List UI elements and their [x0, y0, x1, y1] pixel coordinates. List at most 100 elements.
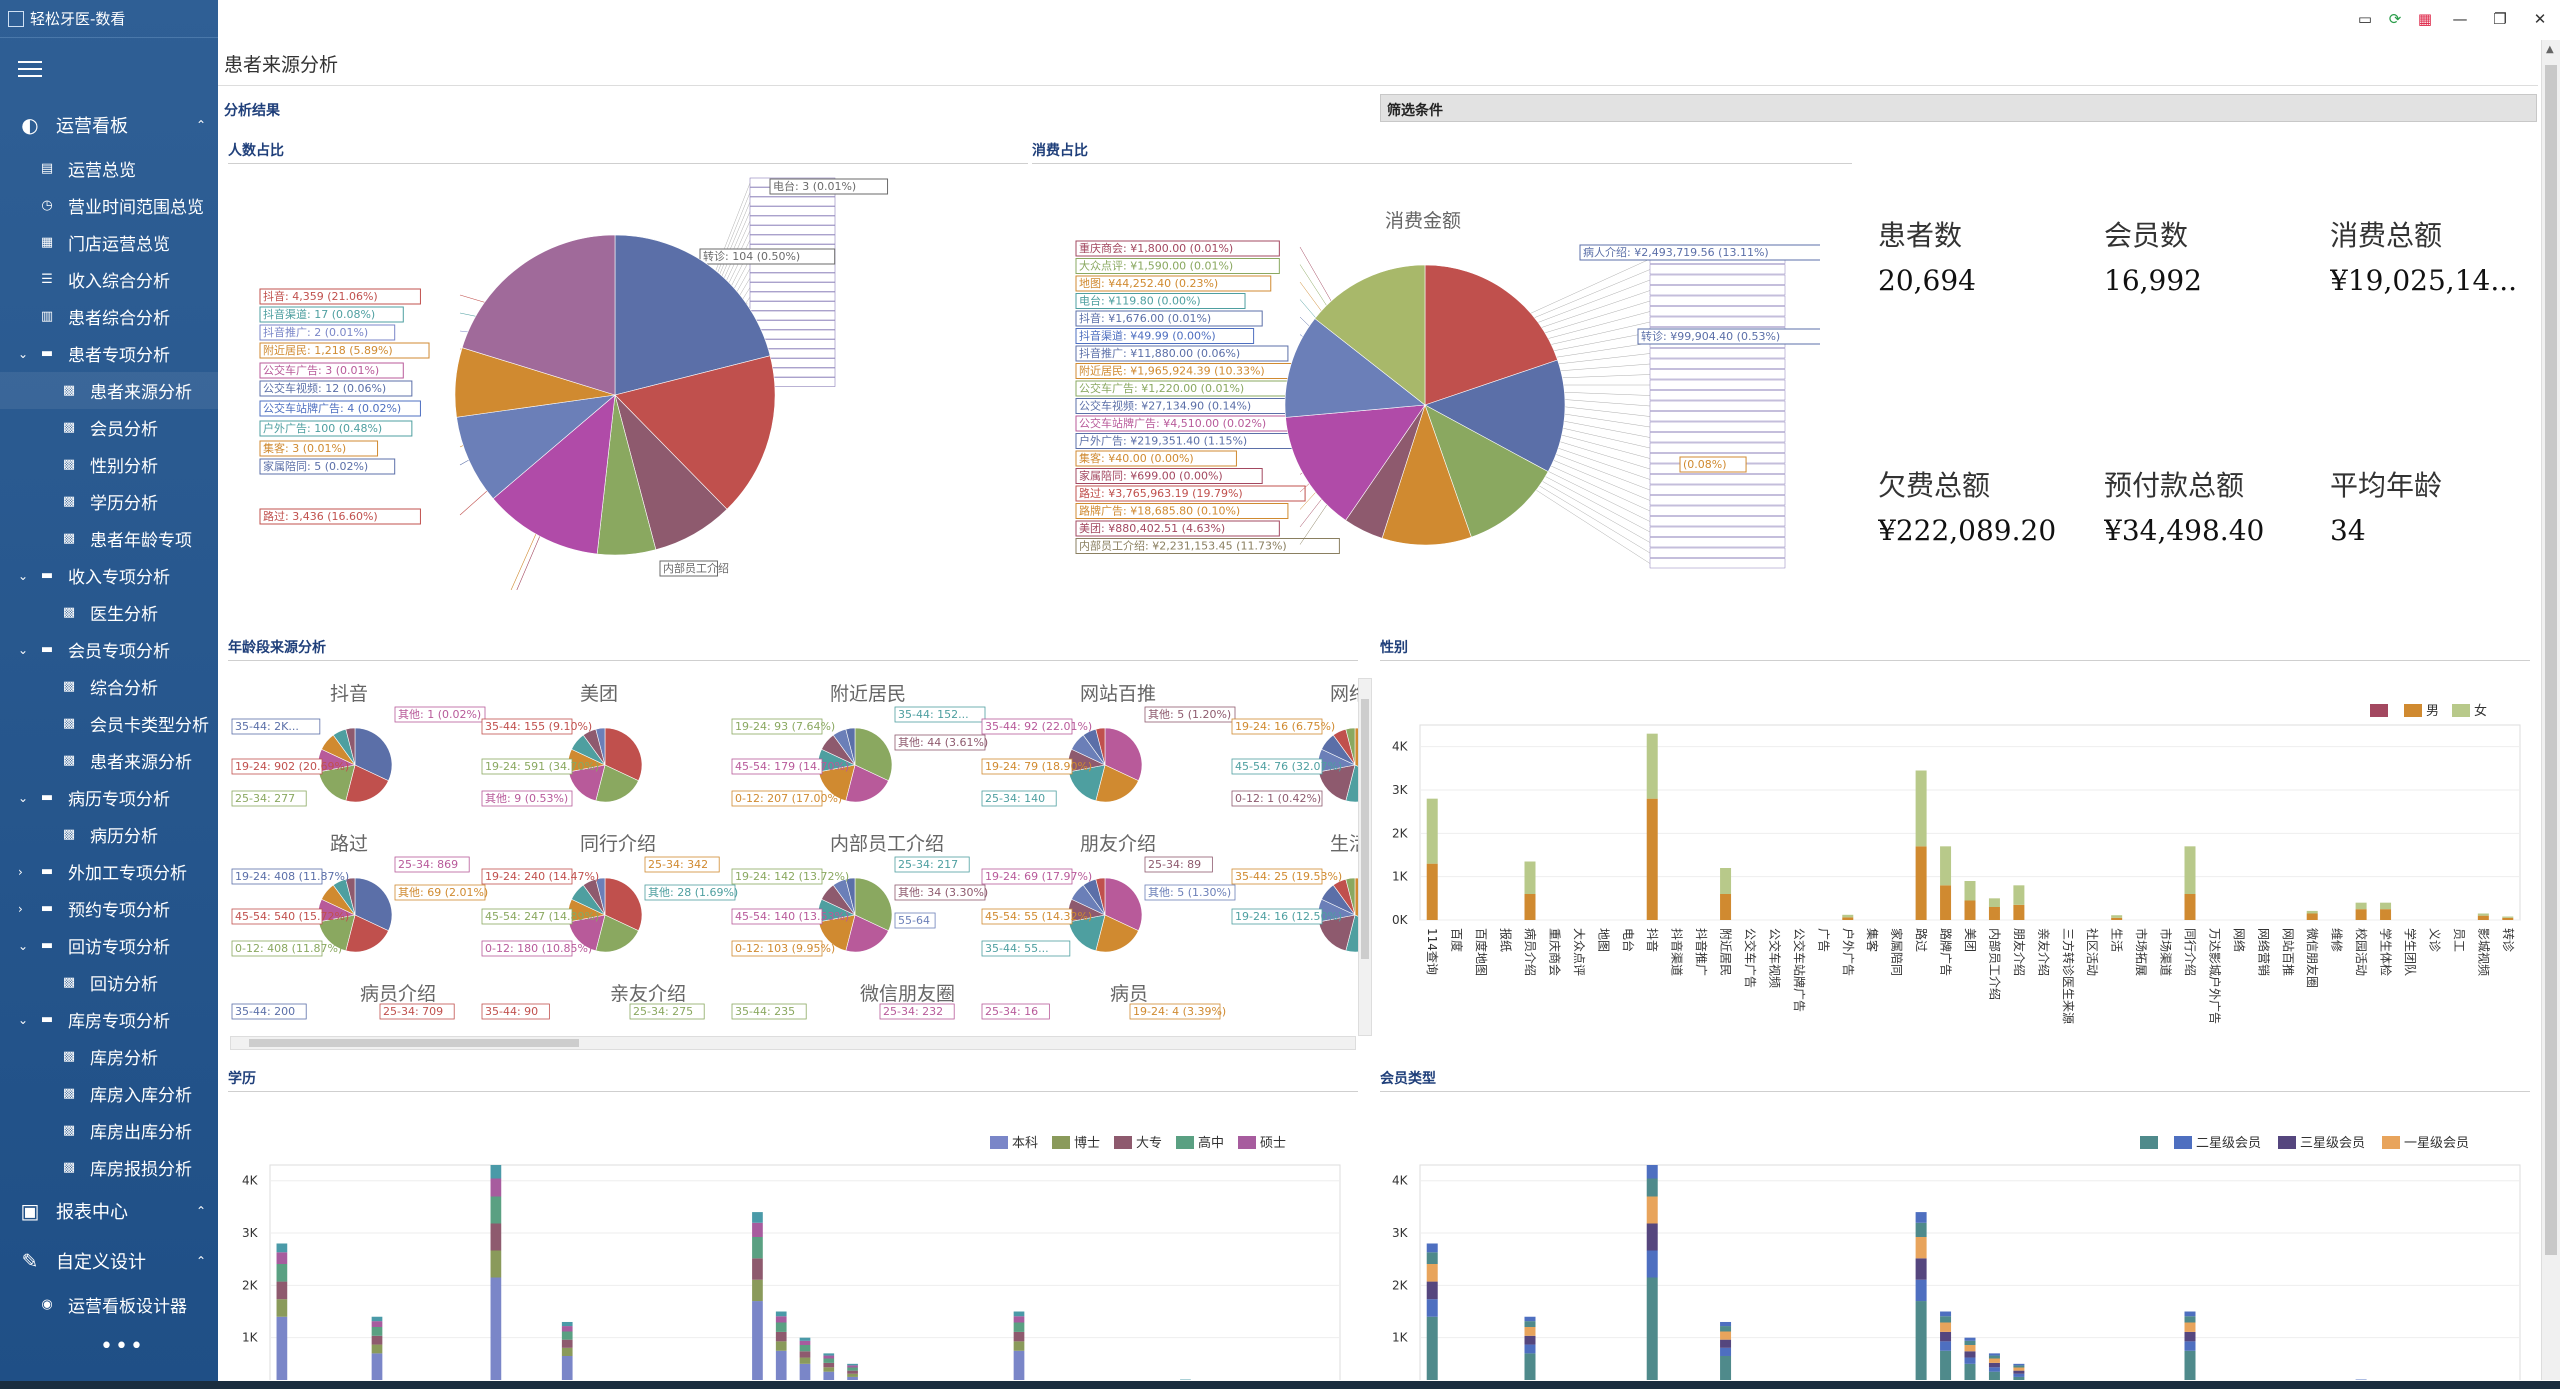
bar-segment-12[interactable] [1720, 1347, 1732, 1356]
bar-女-9[interactable] [1646, 733, 1658, 799]
bar-segment-22[interactable] [1964, 1357, 1976, 1364]
bar-segment-9[interactable] [1646, 1196, 1658, 1224]
bar-segment-24[interactable] [2013, 1370, 2025, 1374]
filter-panel-header[interactable]: 筛选条件 [1380, 94, 2537, 122]
bar-segment-31[interactable] [2184, 1316, 2196, 1323]
bar-segment-0[interactable] [1426, 1252, 1438, 1264]
bar-segment-4[interactable] [371, 1335, 383, 1345]
bar-segment-21[interactable] [1940, 1331, 1952, 1342]
pie1-slice-0[interactable] [614, 234, 771, 396]
bar-segment-31[interactable] [2184, 1350, 2196, 1380]
age-pie-0-1-slice-6[interactable] [595, 727, 606, 766]
sidebar-item-30[interactable]: ✎ 自定义设计 ⌃ [0, 1236, 218, 1286]
bar-segment-9[interactable] [1646, 1165, 1658, 1179]
sidebar-item-13[interactable]: ▩ 医生分析 [0, 594, 218, 631]
bar-segment-20[interactable] [1915, 1222, 1927, 1237]
age-pie-1-4-slice-1[interactable] [1345, 914, 1360, 953]
bar-segment-12[interactable] [1720, 1331, 1732, 1340]
bar-segment-23[interactable] [823, 1371, 835, 1380]
bar-segment-12[interactable] [1720, 1321, 1732, 1327]
sidebar-item-2[interactable]: ◷ 营业时间范围总览 [0, 187, 218, 224]
bar-segment-12[interactable] [1720, 1339, 1732, 1348]
bar-男-17[interactable] [1842, 917, 1854, 920]
bar-segment-23[interactable] [823, 1362, 835, 1368]
refresh-icon[interactable]: ⟳ [2388, 10, 2402, 28]
age-pie-1-0-slice-0[interactable] [354, 877, 393, 932]
bar-segment-12[interactable] [1720, 1326, 1732, 1332]
bar-segment-9[interactable] [1646, 1178, 1658, 1197]
bar-segment-4[interactable] [1524, 1335, 1536, 1345]
bar-segment-9[interactable] [1646, 1277, 1658, 1381]
sidebar-item-15[interactable]: ▩ 综合分析 [0, 668, 218, 705]
bar-segment-12[interactable] [561, 1355, 573, 1380]
bar-segment-31[interactable] [1013, 1350, 1025, 1380]
sidebar-item-12[interactable]: ⌄ ▬ 收入专项分析 [0, 557, 218, 594]
sidebar-item-31[interactable]: ◉ 运营看板设计器 [0, 1286, 218, 1323]
bar-女-21[interactable] [1940, 846, 1952, 886]
bar-segment-23[interactable] [1988, 1362, 2000, 1368]
bar-男-28[interactable] [2111, 917, 2123, 920]
bar-segment-24[interactable] [2013, 1367, 2025, 1371]
bar-segment-21[interactable] [1940, 1341, 1952, 1351]
bar-segment-20[interactable] [752, 1258, 763, 1280]
bar-segment-22[interactable] [1964, 1345, 1976, 1352]
sidebar-item-28[interactable]: ▩ 库房报损分析 [0, 1149, 218, 1186]
chevron-up-icon[interactable]: ⌃ [195, 1254, 206, 1268]
bar-女-22[interactable] [1964, 881, 1976, 901]
bar-segment-20[interactable] [1915, 1301, 1927, 1380]
bar-segment-21[interactable] [1940, 1316, 1952, 1323]
pie2-slice-6[interactable] [1284, 318, 1426, 418]
bar-segment-23[interactable] [823, 1358, 835, 1363]
bar-男-12[interactable] [1720, 894, 1732, 920]
sidebar-item-17[interactable]: ▩ 患者来源分析 [0, 742, 218, 779]
bar-segment-31[interactable] [2184, 1311, 2196, 1317]
age-pie-0-3-slice-1[interactable] [1095, 764, 1139, 803]
bar-segment-31[interactable] [1013, 1322, 1025, 1332]
bar-女-44[interactable] [2502, 916, 2514, 918]
bar-segment-24[interactable] [847, 1373, 858, 1377]
age-pie-0-2-slice-6[interactable] [845, 727, 856, 766]
bar-segment-9[interactable] [490, 1223, 502, 1251]
bar-segment-21[interactable] [1940, 1311, 1952, 1317]
bar-segment-0[interactable] [276, 1299, 288, 1317]
chevron-down-icon[interactable]: ⌄ [18, 790, 29, 805]
bar-男-0[interactable] [1426, 863, 1438, 920]
bar-segment-9[interactable] [490, 1250, 502, 1278]
chevron-down-icon[interactable]: ⌄ [18, 346, 29, 361]
bar-segment-20[interactable] [1915, 1279, 1927, 1302]
bar-segment-23[interactable] [1988, 1353, 2000, 1356]
maximize-button[interactable]: ❐ [2493, 10, 2507, 28]
bar-segment-12[interactable] [561, 1339, 573, 1348]
bar-segment-9[interactable] [490, 1165, 502, 1179]
bar-segment-21[interactable] [775, 1322, 787, 1332]
sidebar-item-14[interactable]: ⌄ ▬ 会员专项分析 [0, 631, 218, 668]
bar-segment-21[interactable] [775, 1316, 787, 1323]
bar-segment-12[interactable] [1720, 1355, 1732, 1380]
age-pie-1-2-slice-0[interactable] [854, 877, 893, 932]
bar-segment-31[interactable] [2184, 1322, 2196, 1332]
age-pie-1-0-slice-6[interactable] [345, 877, 356, 916]
bar-男-38[interactable] [2355, 909, 2367, 920]
bar-segment-24[interactable] [2013, 1376, 2025, 1380]
pie2-slice-5[interactable] [1285, 404, 1426, 521]
bar-男-23[interactable] [1988, 907, 2000, 920]
sidebar-item-1[interactable]: ▤ 运营总览 [0, 150, 218, 187]
sidebar-item-9[interactable]: ▩ 性别分析 [0, 446, 218, 483]
bar-segment-23[interactable] [823, 1367, 835, 1372]
bar-segment-24[interactable] [2013, 1373, 2025, 1377]
bar-男-36[interactable] [2306, 913, 2318, 921]
chevron-up-icon[interactable]: ⌃ [195, 1204, 206, 1218]
bar-segment-22[interactable] [1964, 1351, 1976, 1358]
bar-segment-0[interactable] [276, 1252, 288, 1264]
bar-女-4[interactable] [1524, 861, 1536, 895]
close-button[interactable]: ✕ [2533, 10, 2547, 28]
pie2-slice-1[interactable] [1424, 359, 1566, 473]
age-pie-1-1-slice-1[interactable] [595, 914, 639, 953]
bar-segment-24[interactable] [847, 1363, 858, 1366]
bar-segment-22[interactable] [1964, 1340, 1976, 1345]
sidebar-item-20[interactable]: › ▬ 外加工专项分析 [0, 853, 218, 890]
age-pie-0-4-slice-6[interactable] [1345, 727, 1356, 766]
bar-segment-4[interactable] [371, 1327, 383, 1336]
sidebar-item-11[interactable]: ▩ 患者年龄专项 [0, 520, 218, 557]
sidebar-item-6[interactable]: ⌄ ▬ 患者专项分析 [0, 335, 218, 372]
